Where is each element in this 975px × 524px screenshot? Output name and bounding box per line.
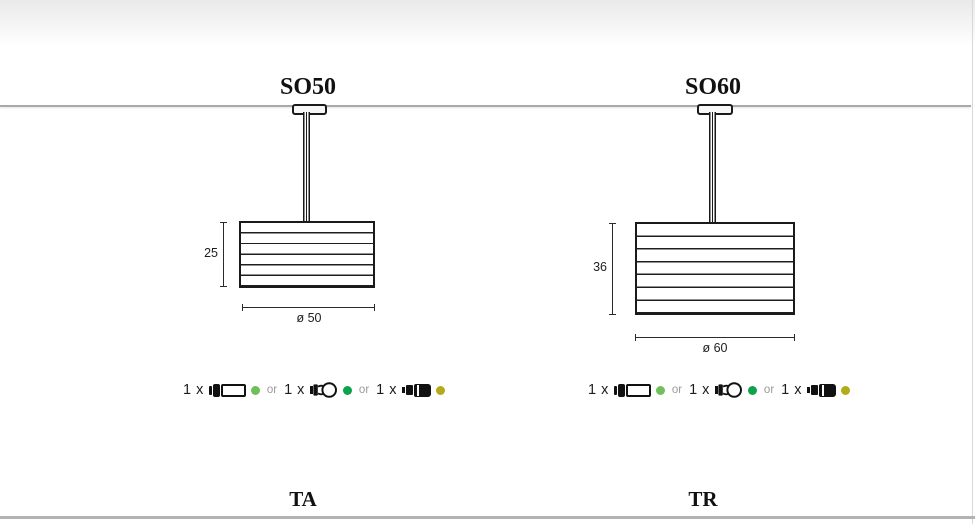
slatted-shade-drawing: [635, 222, 795, 315]
halogen-bulb-icon: [402, 383, 431, 397]
diameter-dimension-label: ø 50: [296, 311, 322, 325]
energy-class-dot: [655, 385, 665, 395]
bulb-options-row: 1 x or 1 x or 1 x: [588, 379, 850, 401]
bulb-qty-label: 1 x: [588, 382, 609, 398]
linear-tube-bulb-icon: [613, 383, 651, 397]
or-label: or: [358, 384, 370, 396]
slatted-shade-drawing: [239, 221, 375, 288]
bulb-qty-label: 1 x: [284, 382, 305, 398]
category-code-ta: TA: [289, 487, 317, 511]
lamp-title-so50: SO50: [279, 74, 336, 100]
diameter-dimension-label: ø 60: [702, 341, 728, 355]
energy-class-dot: [250, 385, 260, 395]
bulb-options-row: 1 x or 1 x or 1 x: [183, 379, 445, 401]
category-code-tr: TR: [688, 487, 718, 511]
energy-class-dot: [747, 385, 757, 395]
bulb-qty-label: 1 x: [376, 382, 397, 398]
or-label: or: [671, 384, 683, 396]
halogen-bulb-icon: [807, 383, 836, 397]
bulb-qty-label: 1 x: [689, 382, 710, 398]
incandescent-bulb-icon: [714, 381, 743, 399]
diameter-dimension-line: [635, 334, 795, 341]
page-right-edge: [972, 0, 973, 524]
lamp-title-so60: SO60: [684, 74, 741, 100]
or-label: or: [266, 384, 278, 396]
bulb-qty-label: 1 x: [183, 382, 204, 398]
linear-tube-bulb-icon: [208, 383, 246, 397]
height-dimension-line: [220, 222, 227, 287]
bulb-qty-label: 1 x: [781, 382, 802, 398]
page-bottom-rule: [0, 516, 975, 519]
energy-class-dot: [841, 385, 850, 395]
height-dimension-label: 25: [204, 246, 218, 260]
top-fade: [0, 0, 975, 46]
ceiling-line: [0, 105, 971, 107]
height-dimension-line: [609, 223, 616, 315]
energy-class-dot: [436, 385, 445, 395]
diameter-dimension-line: [242, 304, 375, 311]
energy-class-dot: [342, 385, 352, 395]
or-label: or: [763, 384, 775, 396]
suspension-rod-drawing: [303, 112, 310, 221]
incandescent-bulb-icon: [309, 381, 338, 399]
height-dimension-label: 36: [593, 260, 607, 274]
suspension-rod-drawing: [709, 112, 716, 222]
